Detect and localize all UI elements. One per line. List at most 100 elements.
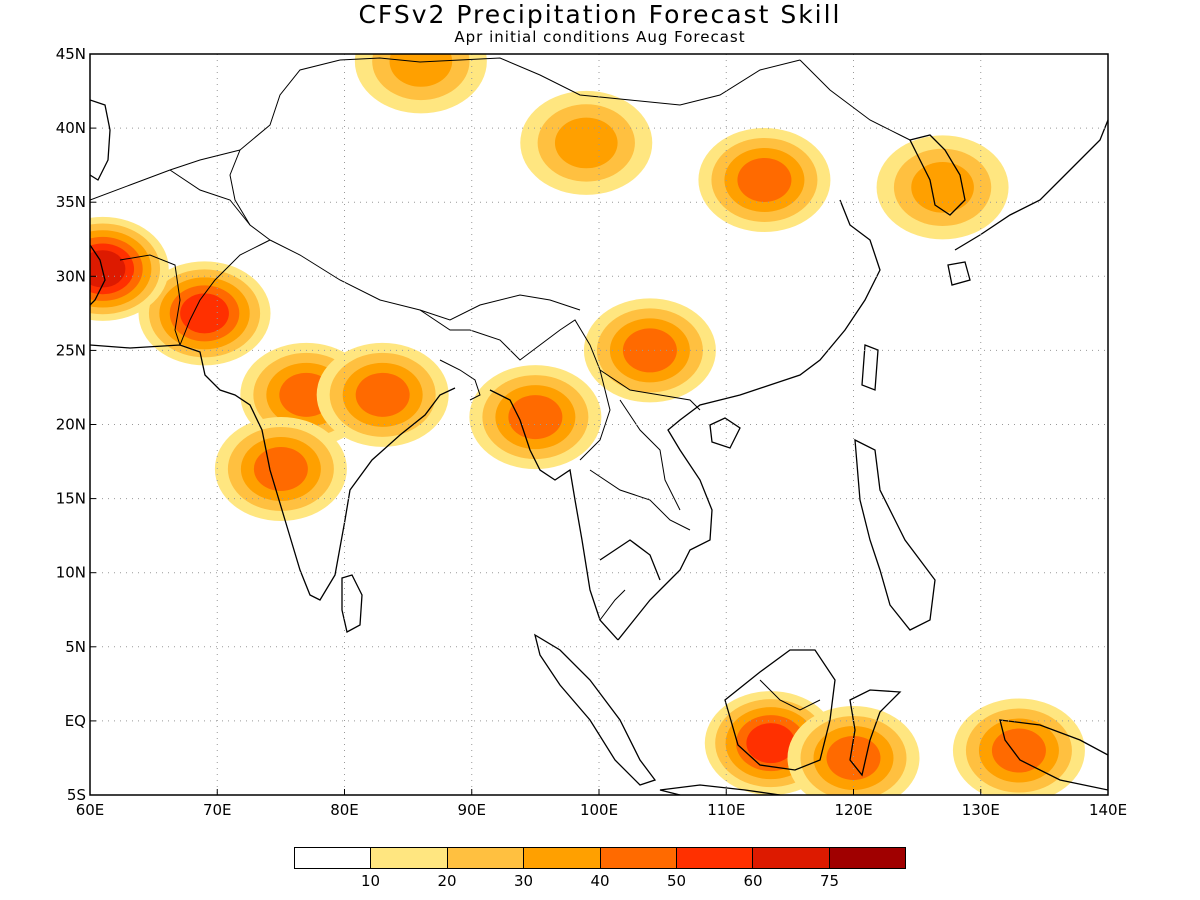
thai-cambodia-border [589, 469, 691, 531]
skill-region [787, 705, 920, 795]
iran-border [119, 254, 181, 346]
y-tick-label: 10N [56, 564, 86, 582]
afghan-border [169, 169, 251, 226]
x-tick-label: 130E [962, 801, 1000, 819]
y-tick-label: 5S [67, 786, 86, 804]
colorbar-swatch [600, 848, 677, 868]
korea-coastline [909, 134, 966, 216]
axis-ticks [89, 53, 1109, 796]
skill-contour [253, 446, 308, 491]
china-interior-border [419, 309, 470, 331]
skill-contour [622, 328, 677, 373]
colorbar-swatch [676, 848, 754, 868]
skill-region [138, 261, 271, 366]
x-tick-label: 100E [580, 801, 618, 819]
new-guinea-coastline [999, 719, 1108, 791]
y-tick-label: 15N [56, 490, 86, 508]
skill-region [316, 342, 449, 447]
skill-region [876, 135, 1009, 240]
x-tick-label: 80E [330, 801, 359, 819]
skill-contour [991, 728, 1046, 773]
skill-contour [355, 372, 410, 417]
skill-contour [746, 723, 796, 764]
skill-contour [389, 54, 453, 87]
borneo-coastline [724, 649, 836, 771]
colorbar-swatch [753, 848, 830, 868]
colorbar [294, 847, 906, 869]
y-tick-label: EQ [65, 712, 86, 730]
skill-region [469, 365, 602, 470]
skill-region [952, 698, 1085, 795]
y-tick-label: 25N [56, 341, 86, 359]
x-tick-label: 120E [834, 801, 872, 819]
skill-contour [554, 117, 618, 169]
gulf-of-thailand [599, 539, 661, 581]
colorbar-label: 50 [666, 872, 687, 890]
colorbar-label: 10 [360, 872, 381, 890]
y-tick-label: 40N [56, 119, 86, 137]
myanmar-coastline [489, 389, 619, 641]
skill-contour [180, 293, 229, 334]
colorbar-swatch [447, 848, 525, 868]
skill-fill-layer [90, 54, 1085, 795]
java-coastline [659, 784, 781, 795]
x-tick-label: 110E [707, 801, 745, 819]
skill-contour [911, 162, 974, 213]
skill-region [698, 127, 831, 232]
colorbar-swatch [371, 848, 448, 868]
skill-contour [737, 157, 792, 202]
colorbar-swatch [524, 848, 601, 868]
borneo-border [759, 679, 821, 711]
china-west-border [229, 59, 341, 241]
colorbar-label: 30 [513, 872, 534, 890]
china-korea-border [799, 59, 911, 141]
colorbar-label: 20 [437, 872, 457, 890]
y-tick-label: 30N [56, 267, 86, 285]
skill-contour [90, 250, 126, 288]
skill-contour [508, 395, 563, 440]
indochina-border [599, 369, 701, 411]
malaysia-border [599, 589, 626, 621]
indochina-coastline [617, 199, 881, 641]
hainan-coastline [709, 417, 741, 449]
arabia-coastline [90, 244, 106, 306]
sulawesi-coastline [849, 689, 902, 777]
skill-region [354, 54, 487, 114]
taiwan-coastline [861, 344, 879, 391]
pakistan-border [179, 239, 271, 346]
x-tick-label: 140E [1089, 801, 1127, 819]
skill-region [214, 416, 347, 521]
laos-border [619, 399, 681, 511]
y-tick-label: 5N [65, 638, 86, 656]
y-tick-label: 35N [56, 193, 86, 211]
colorbar-label: 75 [819, 872, 840, 890]
kyushu-coastline [947, 261, 971, 286]
caspian-coastline [90, 99, 111, 181]
skill-contour [826, 735, 881, 780]
himalaya-border [269, 239, 581, 321]
y-tick-label: 45N [56, 45, 86, 63]
coastline-layer [90, 99, 1108, 795]
y-tick-label: 20N [56, 416, 86, 434]
sumatra-coastline [533, 633, 657, 786]
sri-lanka-coastline [341, 574, 363, 633]
bangladesh-border [439, 359, 481, 401]
skill-region [520, 90, 653, 195]
india-coastline [90, 344, 456, 601]
axis-tick-labels: 60E 70E 80E 90E 100E 110E 120E 130E 140E 45N 40N 35… [56, 45, 1127, 819]
skill-region [583, 298, 716, 403]
japan-coastline [954, 119, 1108, 251]
x-tick-label: 90E [457, 801, 486, 819]
philippines-coastline [854, 438, 936, 631]
colorbar-swatch [829, 848, 905, 868]
colorbar-label: 40 [590, 872, 610, 890]
x-tick-label: 70E [203, 801, 232, 819]
skill-region [90, 216, 169, 321]
map-subtitle: Apr initial conditions Aug Forecast [454, 28, 746, 46]
colorbar-label: 60 [743, 872, 763, 890]
map-title: CFSv2 Precipitation Forecast Skill [358, 0, 842, 29]
myanmar-border [469, 319, 611, 461]
x-tick-label: 60E [76, 801, 105, 819]
colorbar-swatch [295, 848, 372, 868]
